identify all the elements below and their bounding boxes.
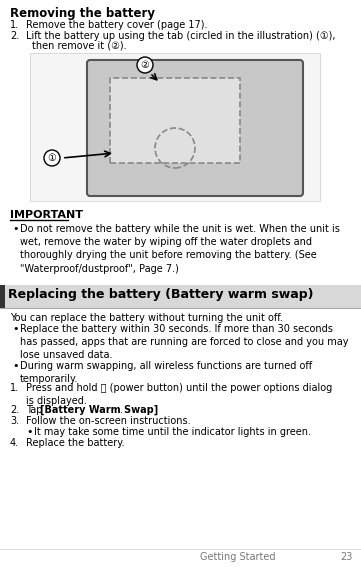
Text: •: • [12,361,18,371]
Text: ②: ② [141,60,149,70]
Text: Press and hold ⏻ (power button) until the power options dialog
is displayed.: Press and hold ⏻ (power button) until th… [26,383,332,406]
Text: Lift the battery up using the tab (circled in the illustration) (①),: Lift the battery up using the tab (circl… [26,31,335,41]
Text: Removing the battery: Removing the battery [10,7,155,20]
Text: ①: ① [48,153,56,163]
Text: Replace the battery within 30 seconds. If more than 30 seconds
has passed, apps : Replace the battery within 30 seconds. I… [20,324,348,361]
Text: Getting Started: Getting Started [200,552,275,562]
Circle shape [44,150,60,166]
Text: During warm swapping, all wireless functions are turned off
temporarily.: During warm swapping, all wireless funct… [20,361,312,384]
Text: •: • [12,224,18,234]
Text: You can replace the battery without turning the unit off.: You can replace the battery without turn… [10,313,283,323]
Text: [Battery Warm Swap]: [Battery Warm Swap] [40,405,158,415]
Text: Follow the on-screen instructions.: Follow the on-screen instructions. [26,416,191,426]
Text: 1.: 1. [10,20,19,30]
Text: •: • [26,427,32,437]
Text: It may take some time until the indicator lights in green.: It may take some time until the indicato… [34,427,311,437]
Text: Remove the battery cover (page 17).: Remove the battery cover (page 17). [26,20,208,30]
Text: 1.: 1. [10,383,19,393]
Bar [110,78,240,163]
Text: Tap: Tap [26,405,45,415]
Text: 3.: 3. [10,416,19,426]
Text: Replacing the battery (Battery warm swap): Replacing the battery (Battery warm swap… [8,288,313,301]
Text: 4.: 4. [10,438,19,448]
FancyBboxPatch shape [87,60,303,196]
Text: Replace the battery.: Replace the battery. [26,438,125,448]
Bar [30,53,320,201]
Text: Do not remove the battery while the unit is wet. When the unit is
wet, remove th: Do not remove the battery while the unit… [20,224,340,274]
Bar [0,285,5,308]
Circle shape [137,57,153,73]
Text: 23: 23 [340,552,352,562]
Bar [0,285,361,308]
Text: then remove it (②).: then remove it (②). [32,41,127,51]
Text: .: . [120,405,123,415]
Text: 2.: 2. [10,31,19,41]
Text: IMPORTANT: IMPORTANT [10,210,83,220]
Text: •: • [12,324,18,334]
Text: 2.: 2. [10,405,19,415]
